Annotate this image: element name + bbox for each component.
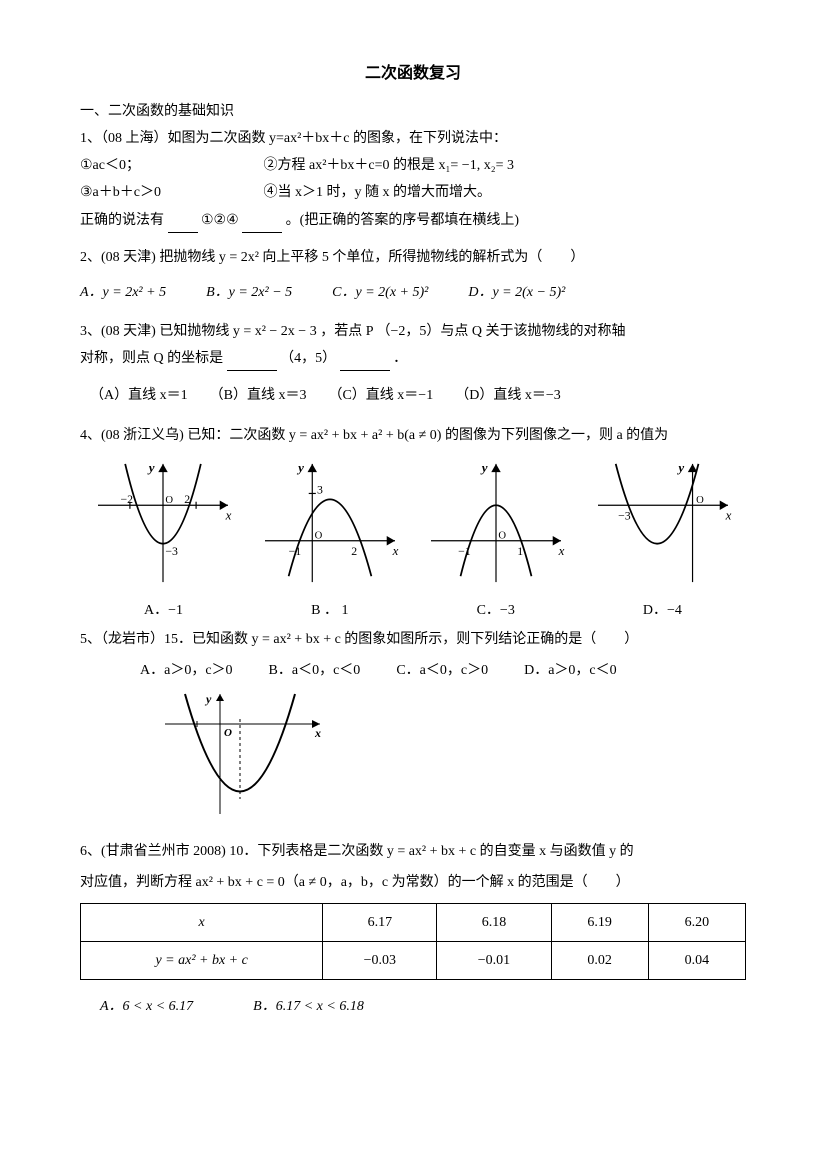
svg-text:x: x <box>314 726 321 740</box>
q3-opt-d: （D）直线 x＝−3 <box>455 383 561 408</box>
q3-answer: （4，5） <box>280 351 336 366</box>
svg-text:−1: −1 <box>288 544 301 558</box>
q6-opt-a: A．6 < x < 6.17 <box>100 994 193 1019</box>
svg-text:y: y <box>147 460 155 475</box>
q4-opt-a: A．−1 <box>144 598 183 623</box>
q2-opt-b: B．y = 2x² − 5 <box>206 280 292 305</box>
th-x: x <box>81 903 323 941</box>
svg-text:O: O <box>696 495 704 506</box>
q5-chart-wrap: x y O <box>160 689 746 828</box>
q3-tail: ． <box>393 351 407 366</box>
svg-text:y: y <box>480 460 488 475</box>
q3-opt-a: （A）直线 x＝1 <box>90 383 188 408</box>
q4-charts: x y O −2 2 −3 x y O 3 −1 2 x y O −1 1 <box>80 458 746 588</box>
q1-conditions-row2: ③a＋b＋c＞0 ④当 x＞1 时，y 随 x 的增大而增大。 <box>80 180 746 205</box>
q6-stem1: 6、(甘肃省兰州市 2008) 10．下列表格是二次函数 y = ax² + b… <box>80 839 746 864</box>
q6-opt-b: B．6.17 < x < 6.18 <box>253 994 364 1019</box>
td: 0.02 <box>551 942 648 980</box>
q1-conditions-row1: ①ac＜0； ②方程 ax²＋bx＋c=0 的根是 x₁= −1, x₂= 3 <box>80 153 746 178</box>
q1-c4: ④当 x＞1 时，y 随 x 的增大而增大。 <box>264 185 492 200</box>
q5-opt-b: B．a＜0，c＜0 <box>269 658 361 683</box>
td: −0.03 <box>323 942 437 980</box>
q5-opt-a: A．a＞0，c＞0 <box>140 658 233 683</box>
q2-options: A．y = 2x² + 5 B．y = 2x² − 5 C．y = 2(x + … <box>80 280 746 305</box>
q5-opt-c: C．a＜0，c＞0 <box>396 658 488 683</box>
q6-options: A．6 < x < 6.17 B．6.17 < x < 6.18 <box>80 994 746 1019</box>
q5-options: A．a＞0，c＞0 B．a＜0，c＜0 C．a＜0，c＞0 D．a＞0，c＜0 <box>80 658 746 683</box>
q1-c1: ①ac＜0； <box>80 153 260 178</box>
svg-text:2: 2 <box>185 492 191 506</box>
table-row: x 6.17 6.18 6.19 6.20 <box>81 903 746 941</box>
td: 6.20 <box>648 903 745 941</box>
q3-stem2-row: 对称，则点 Q 的坐标是 （4，5） ． <box>80 346 746 371</box>
td: 6.18 <box>437 903 551 941</box>
q5-chart: x y O <box>160 689 330 819</box>
q1-tail: 正确的说法有 ①②④ 。(把正确的答案的序号都填在横线上) <box>80 208 746 233</box>
svg-text:O: O <box>166 495 174 506</box>
svg-text:x: x <box>724 507 731 522</box>
td: −0.01 <box>437 942 551 980</box>
q3-stem2: 对称，则点 Q 的坐标是 <box>80 351 223 366</box>
svg-text:O: O <box>499 530 507 541</box>
table-row: y = ax² + bx + c −0.03 −0.01 0.02 0.04 <box>81 942 746 980</box>
q3-opt-c: （C）直线 x＝−1 <box>328 383 433 408</box>
q1-c2: ②方程 ax²＋bx＋c=0 的根是 x₁= −1, x₂= 3 <box>264 158 514 173</box>
section-heading: 一、二次函数的基础知识 <box>80 99 746 124</box>
svg-text:y: y <box>296 460 304 475</box>
td: 0.04 <box>648 942 745 980</box>
q2-opt-a: A．y = 2x² + 5 <box>80 280 166 305</box>
q4-opt-b: B ． 1 <box>311 598 348 623</box>
svg-text:x: x <box>391 543 398 558</box>
svg-text:1: 1 <box>518 544 524 558</box>
q6-stem2: 对应值，判断方程 ax² + bx + c = 0（a ≠ 0，a，b，c 为常… <box>80 870 746 895</box>
q1-c3: ③a＋b＋c＞0 <box>80 180 260 205</box>
td: 6.19 <box>551 903 648 941</box>
svg-text:−1: −1 <box>458 544 471 558</box>
page-title: 二次函数复习 <box>80 60 746 89</box>
svg-text:3: 3 <box>317 482 323 496</box>
svg-text:x: x <box>225 507 232 522</box>
q1-tail2: 。(把正确的答案的序号都填在横线上) <box>286 213 519 228</box>
svg-text:2: 2 <box>351 544 357 558</box>
q4-options: A．−1 B ． 1 C．−3 D．−4 <box>80 598 746 623</box>
q4-opt-c: C．−3 <box>477 598 515 623</box>
svg-text:−2: −2 <box>121 492 134 506</box>
q4-stem: 4、(08 浙江义乌) 已知：二次函数 y = ax² + bx + a² + … <box>80 423 746 448</box>
q3-stem1: 3、(08 天津) 已知抛物线 y = x² − 2x − 3 ，若点 P （−… <box>80 319 746 344</box>
svg-text:y: y <box>676 460 684 475</box>
svg-text:x: x <box>558 543 565 558</box>
q4-chart-1: x y O −2 2 −3 <box>88 458 238 588</box>
q3-options: （A）直线 x＝1 （B）直线 x＝3 （C）直线 x＝−1 （D）直线 x＝−… <box>80 383 746 408</box>
q2-opt-c: C．y = 2(x + 5)² <box>332 280 428 305</box>
td-formula: y = ax² + bx + c <box>81 942 323 980</box>
q2-stem: 2、(08 天津) 把抛物线 y = 2x² 向上平移 5 个单位，所得抛物线的… <box>80 245 746 270</box>
q4-chart-2: x y O 3 −1 2 <box>255 458 405 588</box>
q5-stem: 5、（龙岩市）15．已知函数 y = ax² + bx + c 的图象如图所示，… <box>80 627 746 652</box>
q1-answer: ①②④ <box>201 213 239 228</box>
svg-text:−3: −3 <box>166 544 179 558</box>
q1-tail-text: 正确的说法有 <box>80 213 164 228</box>
svg-text:−3: −3 <box>618 508 631 522</box>
q4-chart-4: x y O −3 <box>588 458 738 588</box>
q1-stem: 1、（08 上海）如图为二次函数 y=ax²＋bx＋c 的图象，在下列说法中： <box>80 126 746 151</box>
q6-table: x 6.17 6.18 6.19 6.20 y = ax² + bx + c −… <box>80 903 746 980</box>
q3-opt-b: （B）直线 x＝3 <box>210 383 307 408</box>
q5-opt-d: D．a＞0，c＜0 <box>524 658 617 683</box>
svg-text:O: O <box>314 530 322 541</box>
svg-text:y: y <box>204 692 212 706</box>
q4-opt-d: D．−4 <box>643 598 682 623</box>
q2-opt-d: D．y = 2(x − 5)² <box>468 280 565 305</box>
svg-text:O: O <box>224 727 232 739</box>
td: 6.17 <box>323 903 437 941</box>
q4-chart-3: x y O −1 1 <box>421 458 571 588</box>
